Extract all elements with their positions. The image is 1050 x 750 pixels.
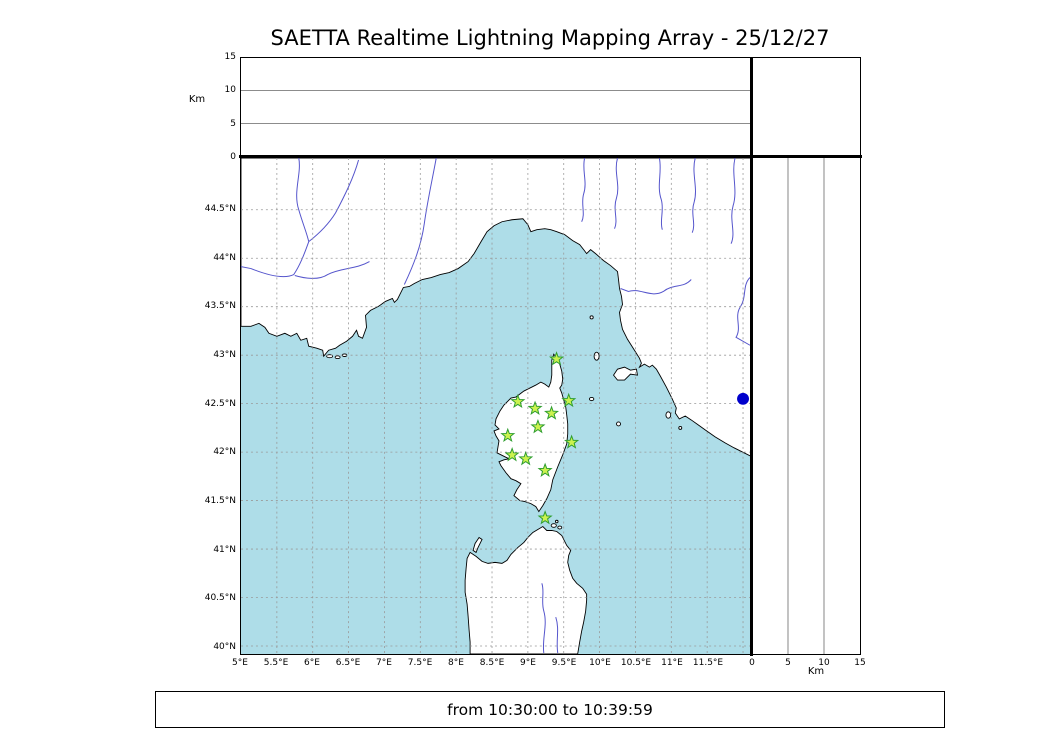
port-cros-island — [334, 355, 341, 360]
latitude-tick-label: 41.5°N — [204, 495, 236, 506]
altitude-histogram-panel — [751, 57, 861, 157]
longitude-tick-label: 6.5°E — [335, 658, 361, 668]
time-range-text: from 10:30:00 to 10:39:59 — [447, 700, 653, 719]
latitude-tick-label: 42.5°N — [204, 398, 236, 409]
station-star-icon — [504, 447, 520, 462]
altitude-tick-label-bottom: 0 — [749, 658, 755, 668]
longitude-tick-label: 7°E — [376, 658, 392, 668]
altitude-longitude-panel — [240, 57, 752, 157]
time-range-bar: from 10:30:00 to 10:39:59 — [155, 691, 945, 728]
station-star-icon — [530, 419, 546, 434]
station-star-icon — [537, 462, 553, 478]
station-star-icon — [561, 392, 577, 408]
figure-title: SAETTA Realtime Lightning Mapping Array … — [270, 26, 830, 50]
river — [555, 616, 559, 654]
river — [241, 241, 310, 278]
longitude-tick-label: 5°E — [232, 658, 248, 668]
station-star-icon — [544, 405, 560, 420]
elba-island — [612, 366, 638, 381]
latitude-tick-label: 44.5°N — [204, 203, 236, 214]
altitude-tick-label-left: 0 — [230, 152, 236, 162]
longitude-tick-label: 11.5°E — [692, 658, 724, 668]
longitude-tick-label: 10.5°E — [620, 658, 652, 668]
station-star-icon — [518, 450, 534, 466]
map-top-divider — [239, 155, 862, 158]
altitude-tick-label-bottom: 5 — [785, 658, 791, 668]
river — [620, 279, 692, 295]
river — [296, 158, 310, 242]
altitude-axis-title-bottom: Km — [807, 666, 825, 677]
giannutri-island — [678, 425, 683, 430]
latitude-tick-label: 41°N — [213, 544, 236, 555]
sardinia-island — [464, 525, 588, 654]
altitude-reference-lines — [241, 90, 751, 124]
map-panel — [240, 157, 752, 655]
altitude-axis-title-left: Km — [188, 94, 206, 105]
gorgona-island — [589, 315, 594, 320]
capraia-island — [593, 351, 600, 361]
station-markers — [500, 351, 750, 525]
river — [658, 158, 663, 230]
caprera-island — [557, 525, 563, 530]
latitude-tick-label: 42°N — [213, 447, 236, 458]
station-star-icon — [510, 393, 526, 409]
longitude-tick-label: 9°E — [520, 658, 536, 668]
longitude-tick-label: 6°E — [304, 658, 320, 668]
river — [730, 158, 736, 244]
altitude-latitude-svg — [787, 158, 825, 654]
river — [308, 159, 360, 243]
longitude-tick-label: 7.5°E — [407, 658, 433, 668]
altitude-reference-lines — [787, 158, 825, 654]
river — [294, 261, 370, 279]
altitude-tick-label-left: 10 — [224, 85, 236, 96]
station-star-icon — [537, 510, 553, 525]
landmasses — [241, 158, 751, 654]
station-star-icon — [500, 427, 516, 443]
maddalena-island — [550, 523, 557, 528]
latitude-tick-label: 40.5°N — [204, 593, 236, 604]
river — [691, 158, 696, 233]
station-star-icon — [527, 400, 543, 415]
latitude-tick-label: 40°N — [213, 641, 236, 652]
altitude-tick-label-left: 5 — [230, 118, 236, 129]
altitude-longitude-svg — [241, 90, 751, 124]
montecristo-island — [616, 421, 621, 427]
rivers — [241, 158, 751, 654]
spargi-island — [555, 519, 559, 524]
longitude-tick-label: 8.5°E — [479, 658, 505, 668]
map-right-divider — [750, 57, 753, 656]
altitude-latitude-panel — [751, 157, 861, 655]
longitude-tick-label: 11°E — [661, 658, 683, 668]
longitude-tick-label: 5.5°E — [263, 658, 289, 668]
detection-dot-icon — [737, 392, 750, 405]
longitude-tick-label: 8°E — [448, 658, 464, 668]
river — [581, 158, 586, 222]
latitude-tick-label: 43.5°N — [204, 301, 236, 312]
river — [735, 277, 751, 346]
station-star-icon — [549, 351, 565, 366]
river — [403, 158, 437, 285]
map-svg — [241, 158, 751, 654]
longitude-tick-label: 9.5°E — [551, 658, 577, 668]
station-star-icon — [564, 434, 580, 449]
latitude-tick-label: 43°N — [213, 349, 236, 360]
latitude-tick-label: 44°N — [213, 252, 236, 263]
giglio-island — [665, 411, 672, 419]
corsica-island — [493, 353, 569, 513]
altitude-tick-label-bottom: 15 — [854, 658, 866, 668]
map-gridlines — [241, 158, 751, 654]
altitude-tick-label-bottom: 10 — [818, 658, 830, 668]
altitude-tick-label-left: 15 — [224, 52, 236, 62]
river — [541, 583, 546, 654]
pianosa-island — [588, 396, 595, 402]
longitude-tick-label: 10°E — [589, 658, 611, 668]
river — [614, 158, 619, 229]
